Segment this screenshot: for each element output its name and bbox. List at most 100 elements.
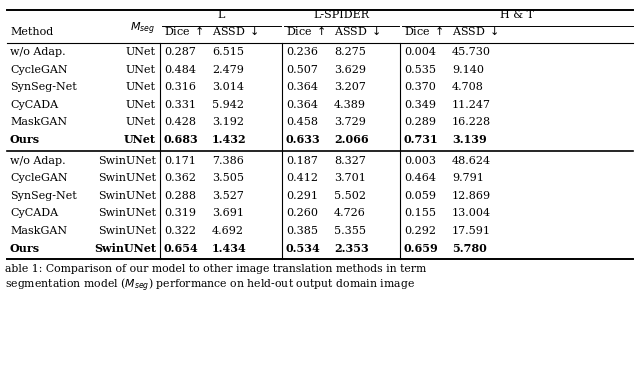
Text: 0.484: 0.484 <box>164 65 196 74</box>
Text: 0.059: 0.059 <box>404 191 436 201</box>
Text: 3.505: 3.505 <box>212 173 244 183</box>
Text: SwinUNet: SwinUNet <box>94 243 156 254</box>
Text: 0.633: 0.633 <box>286 134 321 145</box>
Text: 0.287: 0.287 <box>164 47 196 57</box>
Text: 3.629: 3.629 <box>334 65 366 74</box>
Text: 0.659: 0.659 <box>404 243 439 254</box>
Text: SynSeg-Net: SynSeg-Net <box>10 191 77 201</box>
Text: 5.942: 5.942 <box>212 99 244 110</box>
Text: 0.289: 0.289 <box>404 117 436 127</box>
Text: ASSD $\downarrow$: ASSD $\downarrow$ <box>334 25 381 37</box>
Text: 3.207: 3.207 <box>334 82 366 92</box>
Text: 0.534: 0.534 <box>286 243 321 254</box>
Text: $M_{seg}$: $M_{seg}$ <box>130 21 155 37</box>
Text: 0.004: 0.004 <box>404 47 436 57</box>
Text: 0.171: 0.171 <box>164 155 196 165</box>
Text: UNet: UNet <box>126 65 156 74</box>
Text: 5.780: 5.780 <box>452 243 487 254</box>
Text: H & T: H & T <box>499 10 534 20</box>
Text: 17.591: 17.591 <box>452 225 491 235</box>
Text: CyCADA: CyCADA <box>10 208 58 218</box>
Text: w/o Adap.: w/o Adap. <box>10 47 66 57</box>
Text: 5.502: 5.502 <box>334 191 366 201</box>
Text: 0.003: 0.003 <box>404 155 436 165</box>
Text: 9.140: 9.140 <box>452 65 484 74</box>
Text: 0.654: 0.654 <box>164 243 199 254</box>
Text: Ours: Ours <box>10 243 40 254</box>
Text: 0.288: 0.288 <box>164 191 196 201</box>
Text: UNet: UNet <box>126 99 156 110</box>
Text: 0.331: 0.331 <box>164 99 196 110</box>
Text: ASSD $\downarrow$: ASSD $\downarrow$ <box>212 25 259 37</box>
Text: 3.192: 3.192 <box>212 117 244 127</box>
Text: w/o Adap.: w/o Adap. <box>10 155 66 165</box>
Text: 0.292: 0.292 <box>404 225 436 235</box>
Text: 0.362: 0.362 <box>164 173 196 183</box>
Text: Dice $\uparrow$: Dice $\uparrow$ <box>286 24 326 37</box>
Text: UNet: UNet <box>124 134 156 145</box>
Text: SwinUNet: SwinUNet <box>98 155 156 165</box>
Text: 0.458: 0.458 <box>286 117 318 127</box>
Text: 8.275: 8.275 <box>334 47 366 57</box>
Text: 0.319: 0.319 <box>164 208 196 218</box>
Text: 0.364: 0.364 <box>286 82 318 92</box>
Text: 0.260: 0.260 <box>286 208 318 218</box>
Text: CycleGAN: CycleGAN <box>10 65 68 74</box>
Text: UNet: UNet <box>126 117 156 127</box>
Text: 0.535: 0.535 <box>404 65 436 74</box>
Text: 0.507: 0.507 <box>286 65 318 74</box>
Text: L: L <box>218 10 225 20</box>
Text: 0.428: 0.428 <box>164 117 196 127</box>
Text: 0.364: 0.364 <box>286 99 318 110</box>
Text: 13.004: 13.004 <box>452 208 491 218</box>
Text: 11.247: 11.247 <box>452 99 491 110</box>
Text: 0.316: 0.316 <box>164 82 196 92</box>
Text: UNet: UNet <box>126 47 156 57</box>
Text: 0.322: 0.322 <box>164 225 196 235</box>
Text: SwinUNet: SwinUNet <box>98 208 156 218</box>
Text: 48.624: 48.624 <box>452 155 491 165</box>
Text: 1.432: 1.432 <box>212 134 246 145</box>
Text: 3.527: 3.527 <box>212 191 244 201</box>
Text: 3.729: 3.729 <box>334 117 366 127</box>
Text: 0.683: 0.683 <box>164 134 199 145</box>
Text: SwinUNet: SwinUNet <box>98 225 156 235</box>
Text: 2.066: 2.066 <box>334 134 369 145</box>
Text: L-SPIDER: L-SPIDER <box>313 10 369 20</box>
Text: Method: Method <box>10 27 53 37</box>
Text: 4.726: 4.726 <box>334 208 366 218</box>
Text: 3.139: 3.139 <box>452 134 487 145</box>
Text: 0.291: 0.291 <box>286 191 318 201</box>
Text: Dice $\uparrow$: Dice $\uparrow$ <box>164 24 204 37</box>
Text: 3.701: 3.701 <box>334 173 366 183</box>
Text: Ours: Ours <box>10 134 40 145</box>
Text: 0.349: 0.349 <box>404 99 436 110</box>
Text: CyCADA: CyCADA <box>10 99 58 110</box>
Text: 0.155: 0.155 <box>404 208 436 218</box>
Text: 45.730: 45.730 <box>452 47 491 57</box>
Text: ASSD $\downarrow$: ASSD $\downarrow$ <box>452 25 499 37</box>
Text: SynSeg-Net: SynSeg-Net <box>10 82 77 92</box>
Text: 0.236: 0.236 <box>286 47 318 57</box>
Text: 2.353: 2.353 <box>334 243 369 254</box>
Text: 0.370: 0.370 <box>404 82 436 92</box>
Text: 5.355: 5.355 <box>334 225 366 235</box>
Text: 8.327: 8.327 <box>334 155 366 165</box>
Text: segmentation model ($M_{seg}$) performance on held-out output domain image: segmentation model ($M_{seg}$) performan… <box>5 277 415 294</box>
Text: MaskGAN: MaskGAN <box>10 225 67 235</box>
Text: CycleGAN: CycleGAN <box>10 173 68 183</box>
Text: 4.389: 4.389 <box>334 99 366 110</box>
Text: able 1: Comparison of our model to other image translation methods in term: able 1: Comparison of our model to other… <box>5 264 426 274</box>
Text: 16.228: 16.228 <box>452 117 491 127</box>
Text: 12.869: 12.869 <box>452 191 491 201</box>
Text: 6.515: 6.515 <box>212 47 244 57</box>
Text: 0.731: 0.731 <box>404 134 438 145</box>
Text: 0.412: 0.412 <box>286 173 318 183</box>
Text: 7.386: 7.386 <box>212 155 244 165</box>
Text: 4.708: 4.708 <box>452 82 484 92</box>
Text: 4.692: 4.692 <box>212 225 244 235</box>
Text: 2.479: 2.479 <box>212 65 244 74</box>
Text: Dice $\uparrow$: Dice $\uparrow$ <box>404 24 444 37</box>
Text: 0.187: 0.187 <box>286 155 318 165</box>
Text: 9.791: 9.791 <box>452 173 484 183</box>
